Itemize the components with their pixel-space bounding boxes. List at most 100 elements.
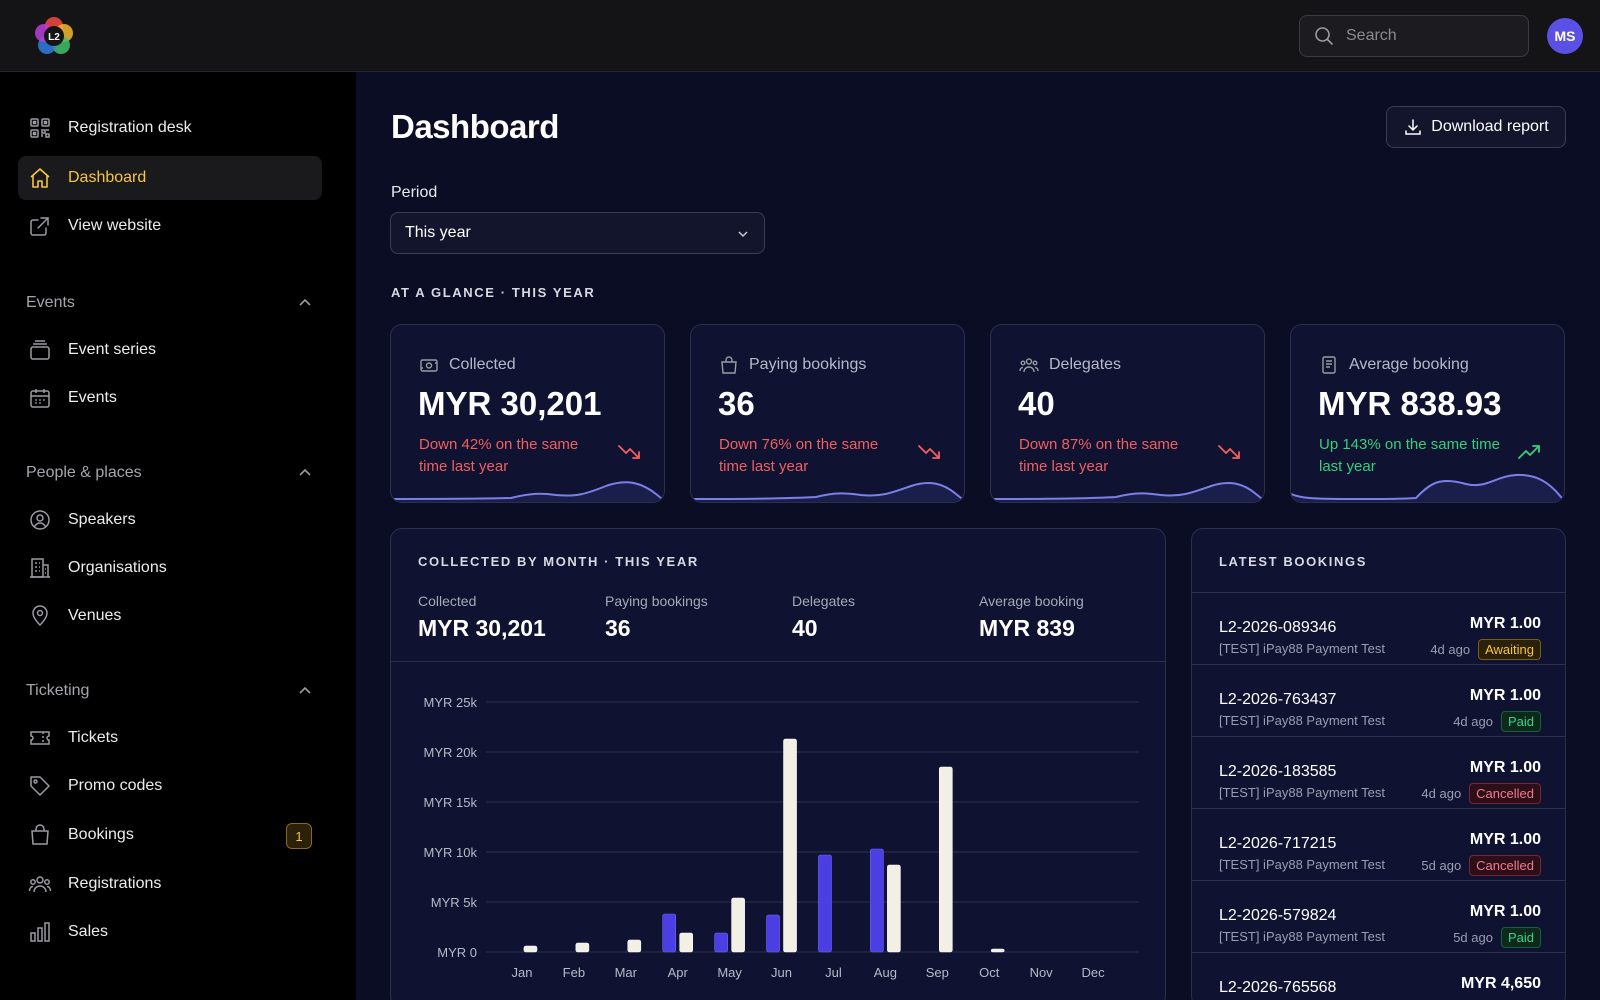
sidebar-item-label: Tickets (68, 729, 119, 746)
sidebar-item-organisations[interactable]: Organisations (18, 546, 322, 590)
booking-ref[interactable]: L2-2026-717215 (1219, 835, 1337, 852)
sidebar-item-speakers[interactable]: Speakers (18, 498, 322, 542)
home-icon (30, 168, 50, 188)
download-report-label: Download report (1431, 118, 1549, 135)
bar-may-series-1[interactable] (714, 932, 728, 953)
chevron-up-icon (299, 298, 311, 306)
stat-label: Average booking (1349, 356, 1469, 373)
sidebar-item-label: Venues (68, 607, 122, 624)
building-icon (30, 558, 50, 578)
summary-label: Delegates (792, 593, 856, 609)
stat-delta: Down 76% on the same time last year (719, 436, 879, 475)
sidebar-item-registration-desk[interactable]: Registration desk (18, 106, 322, 150)
booking-amount: MYR 1.00 (1469, 831, 1541, 848)
booking-amount: MYR 1.00 (1469, 759, 1541, 776)
bar-jan-series-2[interactable] (523, 945, 538, 953)
booking-row[interactable]: L2-2026-763437 [TEST] iPay88 Payment Test… (1192, 664, 1565, 736)
bar-aug-series-1[interactable] (870, 848, 884, 953)
chevron-down-icon (738, 231, 748, 238)
bar-may-series-2[interactable] (731, 897, 745, 953)
summary-label: Average booking (979, 593, 1084, 609)
x-tick-label: Sep (926, 965, 949, 980)
search-input[interactable] (1346, 27, 1516, 45)
sidebar-item-venues[interactable]: Venues (18, 594, 322, 638)
bar-apr-series-1[interactable] (662, 913, 677, 953)
trend-up-icon (1518, 445, 1540, 459)
sparkline (691, 481, 964, 502)
bar-oct-series-2[interactable] (990, 948, 1005, 953)
logo-icon[interactable]: L2 (32, 14, 76, 58)
booking-row[interactable]: L2-2026-089346 [TEST] iPay88 Payment Test… (1192, 592, 1565, 664)
booking-description: [TEST] iPay88 Payment Test (1219, 785, 1385, 800)
download-report-button[interactable]: Download report (1386, 106, 1566, 148)
sidebar-item-label: Event series (68, 341, 157, 358)
sidebar-item-events[interactable]: Events (18, 376, 322, 420)
bar-sep-series-2[interactable] (938, 766, 953, 953)
booking-amount: MYR 4,650 (1460, 975, 1541, 992)
booking-description: [TEST] iPay88 Payment Test (1219, 929, 1385, 944)
sidebar-item-bookings[interactable]: Bookings 1 (18, 813, 322, 857)
bar-feb-series-2[interactable] (575, 942, 590, 953)
external-link-icon (30, 217, 49, 236)
booking-ref[interactable]: L2-2026-765568 (1219, 979, 1337, 996)
y-tick-label: MYR 0 (437, 945, 477, 960)
sidebar-item-sales[interactable]: Sales (18, 910, 322, 954)
sidebar-item-promo-codes[interactable]: Promo codes (18, 764, 322, 808)
booking-ref[interactable]: L2-2026-089346 (1219, 619, 1337, 636)
period-select[interactable]: This year (390, 212, 765, 254)
bar-jul-series-1[interactable] (818, 854, 832, 953)
users-icon (1019, 358, 1039, 373)
booking-ref[interactable]: L2-2026-183585 (1219, 763, 1337, 780)
booking-ref[interactable]: L2-2026-579824 (1219, 907, 1337, 924)
sidebar-item-event-series[interactable]: Event series (18, 328, 322, 372)
status-badge: Awaiting (1478, 639, 1541, 660)
status-badge: Cancelled (1469, 855, 1541, 876)
page-title: Dashboard (391, 108, 559, 145)
sidebar-item-tickets[interactable]: Tickets (18, 716, 322, 760)
bar-aug-series-2[interactable] (887, 864, 901, 953)
bar-jun-series-2[interactable] (783, 738, 797, 953)
trend-down-icon (1218, 445, 1240, 459)
chevron-up-icon (299, 468, 311, 476)
booking-row[interactable]: L2-2026-717215 [TEST] iPay88 Payment Test… (1192, 808, 1565, 880)
bar-jun-series-1[interactable] (766, 914, 780, 953)
booking-time-ago: 4d ago (1421, 786, 1462, 801)
summary-paying-bookings: Paying bookings 36 (605, 593, 708, 642)
sidebar-item-registrations[interactable]: Registrations (18, 862, 322, 906)
bar-apr-series-2[interactable] (679, 932, 694, 953)
stat-card-paying-bookings: Paying bookings 36 Down 76% on the same … (690, 324, 965, 503)
cash-icon (420, 359, 438, 372)
stat-delta: Down 42% on the same time last year (419, 436, 579, 475)
sidebar-item-label: Registration desk (68, 119, 192, 136)
sidebar-item-label: View website (68, 217, 162, 234)
summary-value: 36 (605, 615, 631, 641)
stat-card-delegates: Delegates 40 Down 87% on the same time l… (990, 324, 1265, 503)
booking-row[interactable]: L2-2026-765568 MYR 4,650 (1192, 952, 1565, 1000)
stat-card-average-booking: Average booking MYR 838.93 Up 143% on th… (1290, 324, 1565, 503)
booking-description: [TEST] iPay88 Payment Test (1219, 857, 1385, 872)
booking-ref[interactable]: L2-2026-763437 (1219, 691, 1337, 708)
sidebar-item-dashboard[interactable]: Dashboard (18, 156, 322, 200)
booking-meta: 4d ago Cancelled (1421, 783, 1541, 804)
status-badge: Paid (1500, 711, 1541, 732)
booking-meta: 5d ago Cancelled (1421, 855, 1541, 876)
x-tick-label: Jul (825, 965, 842, 980)
bar-mar-series-2[interactable] (627, 939, 642, 953)
sidebar-item-view-website[interactable]: View website (18, 204, 322, 248)
sidebar-item-label: Speakers (68, 511, 136, 528)
bar-chart: MYR 0 MYR 5k MYR 10k MYR 15k MYR 20k MYR 25k J… (424, 695, 1139, 980)
search-box[interactable] (1299, 15, 1529, 57)
sidebar-item-label: Sales (68, 923, 109, 940)
booking-row[interactable]: L2-2026-183585 [TEST] iPay88 Payment Test… (1192, 736, 1565, 808)
summary-value: MYR 30,201 (418, 615, 546, 641)
stat-value: 36 (718, 385, 755, 422)
section-ticketing-toggle[interactable]: Ticketing (26, 682, 312, 700)
latest-bookings-card: LATEST BOOKINGS L2-2026-089346 [TEST] iPa… (1191, 528, 1566, 1000)
booking-amount: MYR 1.00 (1469, 687, 1541, 704)
avatar[interactable]: MS (1547, 18, 1583, 54)
section-people-toggle[interactable]: People & places (26, 464, 312, 482)
status-badge: Cancelled (1469, 783, 1541, 804)
booking-row[interactable]: L2-2026-579824 [TEST] iPay88 Payment Test… (1192, 880, 1565, 952)
section-events-toggle[interactable]: Events (26, 294, 312, 312)
booking-amount: MYR 1.00 (1469, 903, 1541, 920)
